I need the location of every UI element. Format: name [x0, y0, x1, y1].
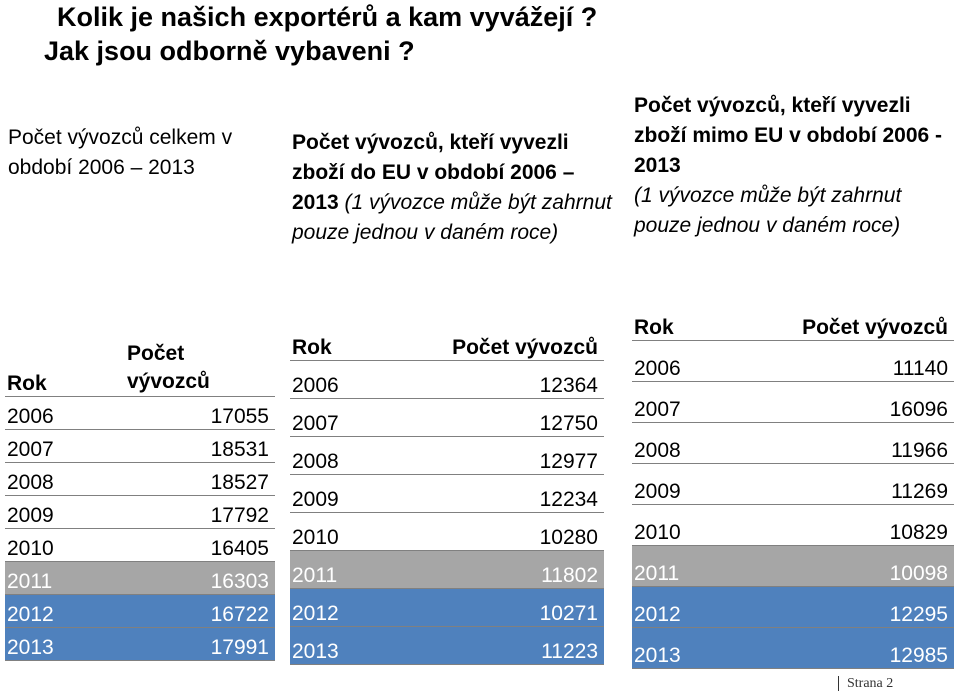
- page-subtitle: Jak jsou odborně vybaveni ?: [44, 36, 415, 66]
- col3-desc-italic: (1 vývozce může být zahrnut pouze jednou…: [634, 184, 902, 237]
- cell-count: 11140: [710, 340, 954, 382]
- cell-year: 2006: [290, 360, 367, 399]
- table-row: 2010 10280: [290, 512, 604, 551]
- cell-count: 10829: [710, 504, 954, 546]
- page-title: Kolik je našich exportérů a kam vyvážejí…: [57, 2, 598, 32]
- cell-year: 2009: [290, 474, 367, 513]
- cell-count: 18531: [107, 429, 275, 463]
- table-header: Rok Počet vývozců: [290, 330, 604, 361]
- header-count: Počet vývozců: [107, 340, 275, 397]
- table-row: 2011 16303: [5, 561, 275, 595]
- cell-count: 11269: [710, 463, 954, 505]
- table-row: 2008 18527: [5, 462, 275, 496]
- table-row: 2006 12364: [290, 360, 604, 399]
- header-count-line1: Počet: [127, 342, 185, 365]
- cell-year: 2010: [290, 512, 367, 551]
- header-count-line2: vývozců: [127, 370, 210, 393]
- cell-year: 2006: [632, 340, 711, 382]
- cell-year: 2010: [5, 528, 107, 562]
- table-row: 2011 11802: [290, 550, 604, 589]
- table-row: 2007 18531: [5, 429, 275, 463]
- col2-description: Počet vývozců, kteří vyvezli zboží do EU…: [292, 128, 612, 248]
- table-row: 2010 16405: [5, 528, 275, 562]
- cell-year: 2011: [632, 545, 711, 587]
- header-count: Počet vývozců: [366, 330, 604, 361]
- cell-year: 2007: [632, 381, 711, 423]
- cell-count: 16096: [710, 381, 954, 423]
- col3-table: Rok Počet vývozců 2006 11140 2007 16096 2008…: [632, 310, 954, 669]
- header-count: Počet vývozců: [710, 310, 954, 341]
- table-row: 2013 11223: [290, 626, 604, 665]
- cell-year: 2012: [290, 588, 367, 627]
- page-footer: Strana 2: [838, 676, 894, 692]
- col3-description: Počet vývozců, kteří vyvezli zboží mimo …: [634, 91, 952, 241]
- cell-year: 2007: [5, 429, 107, 463]
- table-row: 2007 16096: [632, 381, 954, 423]
- cell-count: 10280: [366, 512, 604, 551]
- cell-year: 2012: [5, 594, 107, 628]
- table-row: 2009 11269: [632, 463, 954, 505]
- cell-count: 12234: [366, 474, 604, 513]
- cell-year: 2008: [632, 422, 711, 464]
- cell-count: 12985: [710, 627, 954, 669]
- table-row: 2006 11140: [632, 340, 954, 382]
- cell-year: 2007: [290, 398, 367, 437]
- col1-table: Rok Počet vývozců 2006 17055 2007 18531 2008…: [5, 340, 275, 661]
- cell-count: 12750: [366, 398, 604, 437]
- table-row: 2013 17991: [5, 627, 275, 661]
- cell-year: 2013: [632, 627, 711, 669]
- table-row: 2006 17055: [5, 396, 275, 430]
- cell-year: 2009: [5, 495, 107, 529]
- table-row: 2011 10098: [632, 545, 954, 587]
- cell-year: 2012: [632, 586, 711, 628]
- cell-year: 2013: [5, 627, 107, 661]
- cell-count: 11223: [366, 626, 604, 665]
- cell-year: 2011: [5, 561, 107, 595]
- table-row: 2008 11966: [632, 422, 954, 464]
- cell-year: 2010: [632, 504, 711, 546]
- cell-count: 18527: [107, 462, 275, 496]
- cell-count: 16722: [107, 594, 275, 628]
- header-year: Rok: [5, 340, 107, 397]
- cell-count: 11802: [366, 550, 604, 589]
- page-number: Strana 2: [838, 676, 894, 691]
- col2-desc-bold: Počet vývozců, kteří vyvezli zboží do EU…: [292, 131, 575, 214]
- cell-count: 17792: [107, 495, 275, 529]
- cell-year: 2006: [5, 396, 107, 430]
- cell-count: 12295: [710, 586, 954, 628]
- cell-count: 17991: [107, 627, 275, 661]
- cell-count: 17055: [107, 396, 275, 430]
- cell-year: 2013: [290, 626, 367, 665]
- table-row: 2008 12977: [290, 436, 604, 475]
- cell-year: 2009: [632, 463, 711, 505]
- table-header: Rok Počet vývozců: [632, 310, 954, 341]
- table-row: 2009 12234: [290, 474, 604, 513]
- cell-count: 10271: [366, 588, 604, 627]
- cell-count: 12977: [366, 436, 604, 475]
- col3-desc-bold: Počet vývozců, kteří vyvezli zboží mimo …: [634, 94, 943, 177]
- cell-count: 11966: [710, 422, 954, 464]
- cell-year: 2008: [290, 436, 367, 475]
- table-row: 2012 12295: [632, 586, 954, 628]
- cell-year: 2008: [5, 462, 107, 496]
- col2-table: Rok Počet vývozců 2006 12364 2007 12750 2008…: [290, 330, 604, 665]
- table-header: Rok Počet vývozců: [5, 340, 275, 397]
- header-year: Rok: [290, 330, 367, 361]
- table-row: 2013 12985: [632, 627, 954, 669]
- cell-year: 2011: [290, 550, 367, 589]
- table-row: 2009 17792: [5, 495, 275, 529]
- table-row: 2010 10829: [632, 504, 954, 546]
- col2-desc-italic: (1 vývozce může být zahrnut pouze jednou…: [292, 191, 612, 244]
- table-row: 2007 12750: [290, 398, 604, 437]
- header-year: Rok: [632, 310, 711, 341]
- col1-description: Počet vývozců celkem v období 2006 – 201…: [8, 126, 233, 179]
- table-row: 2012 10271: [290, 588, 604, 627]
- cell-count: 16405: [107, 528, 275, 562]
- cell-count: 16303: [107, 561, 275, 595]
- cell-count: 12364: [366, 360, 604, 399]
- table-row: 2012 16722: [5, 594, 275, 628]
- cell-count: 10098: [710, 545, 954, 587]
